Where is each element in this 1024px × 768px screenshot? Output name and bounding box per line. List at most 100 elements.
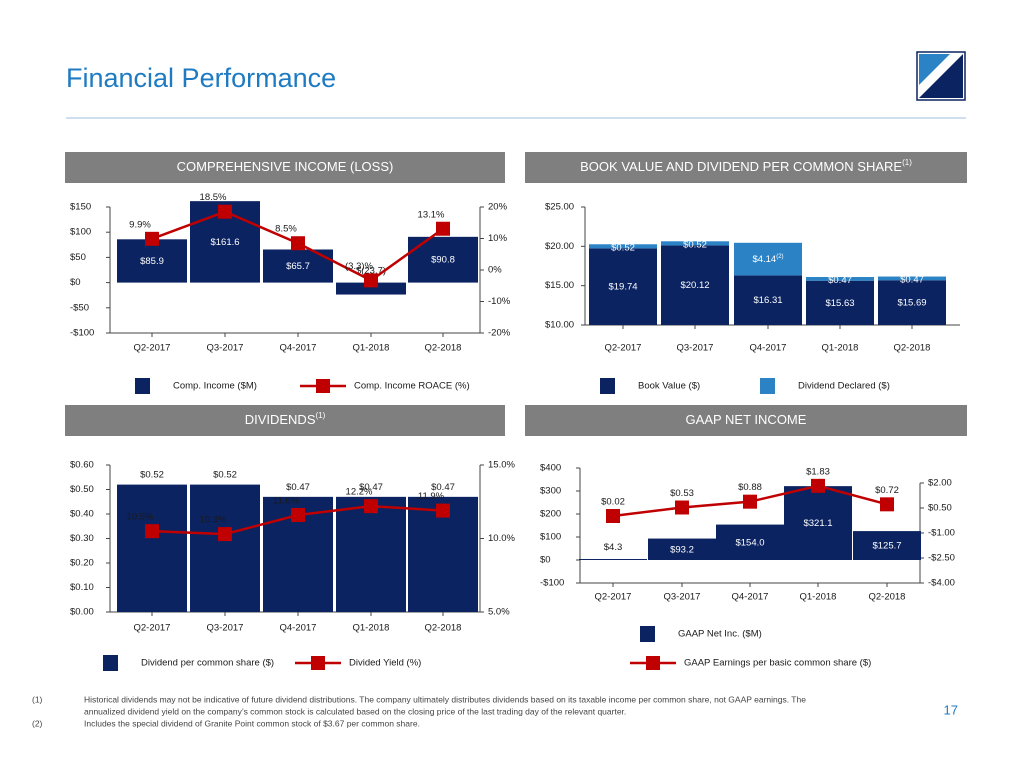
- chart-title-text: COMPREHENSIVE INCOME (LOSS): [177, 159, 394, 174]
- data-label: $1.83: [806, 466, 830, 477]
- footnote-text: Historical dividends may not be indicati…: [84, 694, 806, 704]
- data-label-text: $0.52: [213, 469, 237, 480]
- data-label: 11.9%: [418, 491, 445, 502]
- data-label: $4.3: [604, 542, 623, 553]
- data-label-text: $0.47: [900, 274, 924, 285]
- data-label: $90.8: [431, 254, 455, 265]
- data-label: $15.63: [825, 297, 854, 308]
- y-tick-label: $0.60: [70, 460, 94, 471]
- data-label: $0.02: [601, 497, 625, 508]
- data-label: $0.52: [140, 469, 164, 480]
- x-tick-label: Q2-2017: [605, 343, 642, 354]
- line-marker: [364, 273, 378, 288]
- data-label-text: $4.14: [752, 254, 776, 265]
- data-label: $0.52: [683, 239, 707, 250]
- data-label: 18.5%: [200, 192, 227, 203]
- data-label: $0.72: [875, 485, 899, 496]
- data-label: $0.47: [828, 275, 852, 286]
- line-marker: [218, 204, 232, 219]
- x-tick-label: Q2-2018: [869, 592, 906, 603]
- data-label: $85.9: [140, 255, 164, 266]
- y-tick-label: -$50: [70, 302, 89, 313]
- x-tick-label: Q2-2017: [595, 592, 632, 603]
- legend-label: GAAP Earnings per basic common share ($): [684, 658, 871, 669]
- data-label-text: $15.69: [897, 297, 926, 308]
- data-label: 10.5%: [127, 512, 154, 523]
- y2-tick-label: -$2.50: [928, 553, 955, 564]
- x-tick-label: Q1-2018: [353, 343, 390, 354]
- chart: BOOK VALUE AND DIVIDEND PER COMMON SHARE…: [525, 152, 967, 394]
- bar: [878, 280, 946, 325]
- chart: DIVIDENDS(1) $0.60 $0.50 $0.40 $0.30 $0.20 $0.…: [65, 405, 515, 671]
- y-tick-label: $25.00: [545, 202, 574, 213]
- line-marker: [291, 236, 305, 251]
- footnote-text: Includes the special dividend of Granite…: [84, 718, 420, 728]
- legend-swatch: [316, 379, 330, 393]
- data-label-text: $19.74: [608, 281, 637, 292]
- line-marker: [743, 494, 757, 509]
- y2-tick-label: $0.50: [928, 503, 952, 514]
- data-label-text: $161.6: [210, 236, 239, 247]
- x-tick-label: Q4-2017: [750, 343, 787, 354]
- y-tick-label: $400: [540, 463, 561, 474]
- legend-swatch: [640, 626, 655, 642]
- bar: [716, 524, 784, 560]
- y2-tick-label: 10.0%: [488, 533, 515, 544]
- line-marker: [811, 478, 825, 493]
- data-label-text: $93.2: [670, 544, 694, 555]
- data-label-text: $0.52: [140, 469, 164, 480]
- data-label: $0.47: [359, 481, 383, 492]
- data-label-text: $20.12: [680, 280, 709, 291]
- data-label: $19.74: [608, 281, 637, 292]
- y2-tick-label: $2.00: [928, 478, 952, 489]
- data-label-text: $4.3: [604, 542, 623, 553]
- data-label: $15.69: [897, 297, 926, 308]
- chart-title: BOOK VALUE AND DIVIDEND PER COMMON SHARE…: [580, 158, 912, 174]
- y-tick-label: -$100: [70, 328, 94, 339]
- x-tick-label: Q1-2018: [800, 592, 837, 603]
- bar: [589, 244, 657, 249]
- data-label-text: $321.1: [803, 518, 832, 529]
- chart-title: DIVIDENDS(1): [245, 411, 326, 427]
- y2-tick-label: 10%: [488, 233, 508, 244]
- x-tick-label: Q3-2017: [677, 343, 714, 354]
- data-label: $154.0: [735, 537, 764, 548]
- chart-title-note: (1): [316, 411, 326, 420]
- legend-swatch: [600, 378, 615, 394]
- x-tick-label: Q2-2018: [894, 343, 931, 354]
- y-tick-label: $10.00: [545, 320, 574, 331]
- x-tick-label: Q2-2018: [425, 623, 462, 634]
- data-label-text: $0.52: [683, 239, 707, 250]
- data-label: $0.88: [738, 482, 762, 493]
- y-tick-label: $0.40: [70, 509, 94, 520]
- data-label: $16.31: [753, 295, 782, 306]
- legend-swatch: [646, 656, 660, 670]
- y-tick-label: $300: [540, 486, 561, 497]
- bar: [336, 282, 406, 295]
- legend-label: Dividend per common share ($): [141, 658, 274, 669]
- x-tick-label: Q4-2017: [280, 343, 317, 354]
- bar: [336, 496, 406, 612]
- y-tick-label: $100: [540, 532, 561, 543]
- bar: [589, 248, 657, 325]
- bar: [117, 484, 187, 612]
- line-marker: [880, 497, 894, 512]
- legend-label: Dividend Declared ($): [798, 381, 890, 392]
- y-tick-label: $0.00: [70, 607, 94, 618]
- data-label-text: $0.52: [611, 242, 635, 253]
- data-label-text: $125.7: [872, 540, 901, 551]
- data-label: $(23.7): [356, 265, 386, 276]
- bar: [648, 538, 716, 560]
- data-label: $0.52: [611, 242, 635, 253]
- data-label: $321.1: [803, 518, 832, 529]
- bar: [734, 242, 802, 276]
- data-label: 11.6%: [273, 495, 300, 506]
- chart-title: GAAP NET INCOME: [686, 412, 807, 427]
- footnote-marker: (1): [32, 694, 43, 704]
- y-tick-label: $100: [70, 227, 91, 238]
- y-tick-label: $15.00: [545, 280, 574, 291]
- x-tick-label: Q4-2017: [280, 623, 317, 634]
- data-label: 10.3%: [200, 515, 227, 526]
- y2-tick-label: -$1.00: [928, 528, 955, 539]
